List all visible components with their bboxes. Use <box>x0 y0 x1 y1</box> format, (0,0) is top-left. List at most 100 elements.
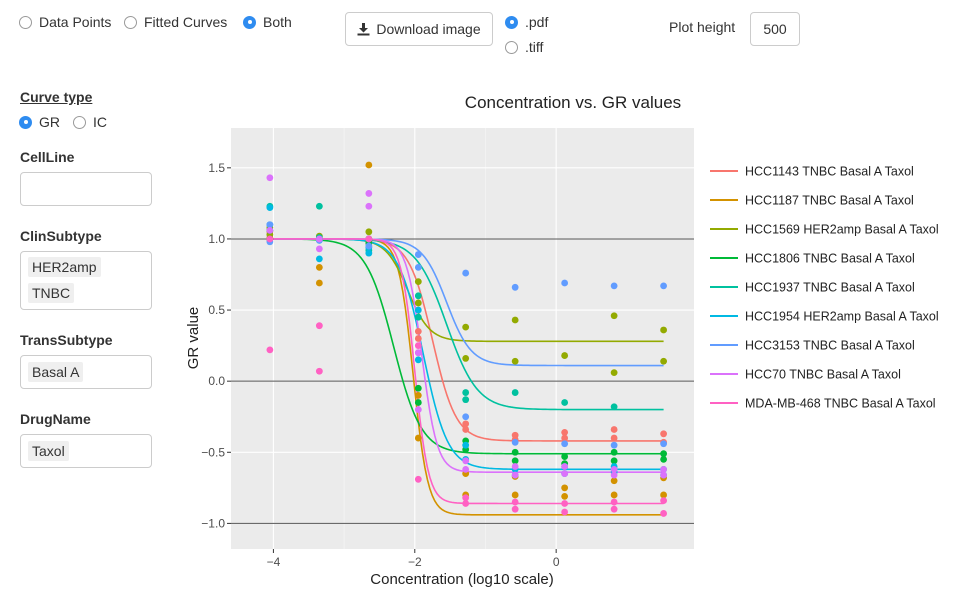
y-tick-label-5: −1.0 <box>201 516 225 530</box>
point-hcc1954-her2amp-basal-a-taxol-4 <box>365 249 373 257</box>
data-points <box>266 161 668 517</box>
point-hcc1187-tnbc-basal-a-taxol-7 <box>414 391 422 399</box>
point-hcc70-tnbc-basal-a-taxol-1 <box>266 227 274 234</box>
point-mda-mb-468-tnbc-basal-a-taxol-1 <box>266 235 274 243</box>
point-hcc1806-tnbc-basal-a-taxol-9 <box>511 457 519 465</box>
legend-label-hcc1569-her2amp-basal-a-taxol: HCC1569 HER2amp Basal A Taxol <box>745 223 939 237</box>
point-hcc1806-tnbc-basal-a-taxol-8 <box>511 448 519 456</box>
point-hcc1143-tnbc-basal-a-taxol-9 <box>462 426 470 433</box>
point-hcc1806-tnbc-basal-a-taxol-13 <box>610 457 618 465</box>
radio-format-pdf[interactable]: .pdf <box>505 14 548 30</box>
point-mda-mb-468-tnbc-basal-a-taxol-16 <box>660 510 668 517</box>
point-hcc70-tnbc-basal-a-taxol-17 <box>660 471 668 479</box>
y-axis-ticks: 1.5 1.0 0.5 0.0 −0.5 −1.0 <box>201 161 231 530</box>
y-axis-label: GR value <box>185 307 202 370</box>
curve-type-label: Curve type <box>20 89 93 105</box>
point-hcc1143-tnbc-basal-a-taxol-7 <box>414 327 422 335</box>
point-hcc70-tnbc-basal-a-taxol-5 <box>365 202 373 210</box>
transsubtype-input[interactable]: Basal A <box>20 355 152 389</box>
point-mda-mb-468-tnbc-basal-a-taxol-15 <box>660 497 668 505</box>
cellline-input[interactable] <box>20 172 152 206</box>
point-hcc1569-her2amp-basal-a-taxol-15 <box>660 357 668 365</box>
point-hcc1143-tnbc-basal-a-taxol-5 <box>414 335 422 342</box>
point-mda-mb-468-tnbc-basal-a-taxol-7 <box>462 500 470 507</box>
point-hcc1143-tnbc-basal-a-taxol-16 <box>660 430 668 438</box>
radio-curve-ic[interactable]: IC <box>73 114 107 130</box>
point-hcc70-tnbc-basal-a-taxol-9 <box>462 465 470 473</box>
point-hcc3153-tnbc-basal-a-taxol-12 <box>561 440 569 448</box>
point-hcc1954-her2amp-basal-a-taxol-6 <box>414 306 422 314</box>
point-hcc1569-her2amp-basal-a-taxol-8 <box>462 355 470 362</box>
point-hcc3153-tnbc-basal-a-taxol-7 <box>462 269 470 277</box>
clinsubtype-tag-tnbc[interactable]: TNBC <box>28 283 75 303</box>
point-hcc1187-tnbc-basal-a-taxol-16 <box>660 491 668 499</box>
point-hcc1954-her2amp-basal-a-taxol-3 <box>315 255 323 263</box>
radio-curve-ic-indicator[interactable] <box>73 115 86 129</box>
legend-label-hcc1187-tnbc-basal-a-taxol: HCC1187 TNBC Basal A Taxol <box>745 194 914 208</box>
point-hcc3153-tnbc-basal-a-taxol-15 <box>660 282 668 290</box>
y-tick-label-0: 1.5 <box>208 161 225 175</box>
clinsubtype-input[interactable]: HER2amp TNBC <box>20 251 152 310</box>
legend-label-hcc70-tnbc-basal-a-taxol: HCC70 TNBC Basal A Taxol <box>745 368 901 382</box>
y-tick-label-3: 0.0 <box>208 374 225 388</box>
radio-format-tiff-label: .tiff <box>525 39 544 55</box>
legend: HCC1143 TNBC Basal A Taxol HCC1187 TNBC B… <box>710 165 939 411</box>
radio-both-indicator[interactable] <box>243 15 256 29</box>
point-hcc3153-tnbc-basal-a-taxol-10 <box>511 438 519 446</box>
point-hcc1187-tnbc-basal-a-taxol-13 <box>561 492 569 500</box>
radio-data-points-label: Data Points <box>39 14 112 30</box>
x-axis-label: Concentration (log10 scale) <box>370 571 553 588</box>
download-image-button[interactable]: Download image <box>345 12 493 46</box>
point-hcc1937-tnbc-basal-a-taxol-11 <box>561 399 569 406</box>
point-hcc1569-her2amp-basal-a-taxol-3 <box>365 228 373 236</box>
radio-fitted-curves-label: Fitted Curves <box>144 14 228 30</box>
point-mda-mb-468-tnbc-basal-a-taxol-13 <box>610 498 618 506</box>
drugname-tag-taxol[interactable]: Taxol <box>28 441 69 461</box>
radio-both[interactable]: Both <box>243 14 292 30</box>
point-hcc70-tnbc-basal-a-taxol-4 <box>365 190 373 197</box>
radio-fitted-curves-indicator[interactable] <box>124 15 137 29</box>
point-hcc3153-tnbc-basal-a-taxol-13 <box>610 282 618 290</box>
transsubtype-tag-basal-a[interactable]: Basal A <box>28 362 84 382</box>
point-hcc1569-her2amp-basal-a-taxol-12 <box>610 312 618 320</box>
y-tick-label-4: −0.5 <box>201 445 225 459</box>
radio-format-tiff[interactable]: .tiff <box>505 39 543 55</box>
legend-label-hcc3153-tnbc-basal-a-taxol: HCC3153 TNBC Basal A Taxol <box>745 339 915 353</box>
radio-data-points-indicator[interactable] <box>19 15 32 29</box>
point-hcc1937-tnbc-basal-a-taxol-10 <box>511 389 519 396</box>
point-hcc1187-tnbc-basal-a-taxol-14 <box>610 491 618 499</box>
point-hcc70-tnbc-basal-a-taxol-11 <box>511 471 519 479</box>
download-image-label: Download image <box>376 21 481 37</box>
point-hcc3153-tnbc-basal-a-taxol-8 <box>462 413 470 421</box>
radio-fitted-curves[interactable]: Fitted Curves <box>124 14 227 30</box>
drugname-input[interactable]: Taxol <box>20 434 152 468</box>
point-mda-mb-468-tnbc-basal-a-taxol-9 <box>511 505 519 513</box>
x-tick-label-0: −4 <box>267 555 281 569</box>
legend-label-mda-mb-468-tnbc-basal-a-taxol: MDA-MB-468 TNBC Basal A Taxol <box>745 397 936 411</box>
point-hcc1937-tnbc-basal-a-taxol-9 <box>462 396 470 404</box>
radio-curve-gr[interactable]: GR <box>19 114 60 130</box>
point-hcc3153-tnbc-basal-a-taxol-4 <box>365 242 373 250</box>
point-hcc1143-tnbc-basal-a-taxol-13 <box>561 434 569 442</box>
radio-format-pdf-indicator[interactable] <box>505 15 518 29</box>
point-hcc70-tnbc-basal-a-taxol-3 <box>315 235 323 243</box>
download-icon <box>357 22 370 35</box>
clinsubtype-tag-her2amp[interactable]: HER2amp <box>28 257 101 277</box>
x-tick-label-2: 0 <box>553 555 560 569</box>
plot-height-input[interactable]: 500 <box>750 12 800 46</box>
point-mda-mb-468-tnbc-basal-a-taxol-2 <box>315 322 323 330</box>
radio-format-tiff-indicator[interactable] <box>505 40 518 54</box>
radio-curve-gr-indicator[interactable] <box>19 115 32 129</box>
point-hcc1937-tnbc-basal-a-taxol-7 <box>414 313 422 321</box>
point-hcc3153-tnbc-basal-a-taxol-14 <box>610 441 618 449</box>
point-hcc1569-her2amp-basal-a-taxol-13 <box>610 369 618 377</box>
point-hcc1937-tnbc-basal-a-taxol-12 <box>610 403 618 411</box>
point-hcc1143-tnbc-basal-a-taxol-14 <box>610 426 618 433</box>
radio-data-points[interactable]: Data Points <box>19 14 111 30</box>
x-axis-ticks: −4 −2 0 <box>267 549 560 569</box>
point-hcc70-tnbc-basal-a-taxol-14 <box>610 465 618 473</box>
x-tick-label-1: −2 <box>408 555 422 569</box>
point-hcc1569-her2amp-basal-a-taxol-10 <box>511 357 519 365</box>
point-hcc1143-tnbc-basal-a-taxol-8 <box>462 420 470 428</box>
radio-curve-ic-label: IC <box>93 114 107 130</box>
